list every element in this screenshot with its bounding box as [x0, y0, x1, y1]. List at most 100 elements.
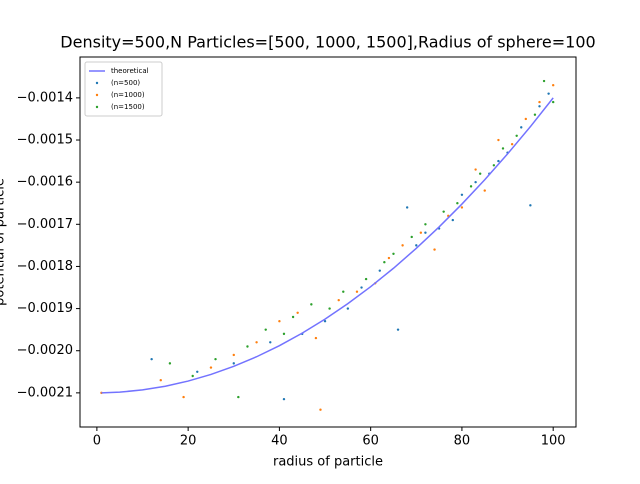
point	[474, 180, 477, 184]
point	[460, 206, 464, 209]
point	[547, 92, 550, 95]
point	[387, 256, 391, 260]
point	[159, 379, 162, 382]
point	[424, 231, 427, 234]
point	[214, 357, 217, 361]
x-tick-label: 0	[93, 434, 101, 449]
point	[456, 202, 459, 205]
point	[310, 303, 313, 306]
legend-box	[84, 61, 163, 117]
axes-frame	[79, 56, 577, 428]
point	[319, 408, 322, 411]
legend-label: theoretical	[111, 67, 149, 75]
point	[282, 397, 286, 401]
x-tick-label: 60	[362, 434, 379, 449]
point	[150, 357, 153, 361]
point	[424, 223, 427, 226]
legend-swatch	[95, 105, 99, 109]
point	[396, 328, 400, 331]
point	[314, 336, 318, 340]
point	[291, 315, 295, 319]
point	[478, 172, 482, 175]
y-tick-label: −0.0019	[17, 301, 73, 316]
point	[237, 395, 240, 399]
y-tick-label: −0.0018	[17, 259, 73, 274]
point	[196, 370, 199, 373]
point	[278, 320, 281, 323]
point	[419, 231, 423, 234]
x-tick-label: 100	[541, 434, 566, 449]
y-tick-label: −0.0015	[17, 133, 73, 148]
point	[533, 113, 537, 116]
point	[515, 134, 518, 138]
point	[405, 206, 409, 209]
point	[520, 126, 523, 129]
point	[542, 79, 546, 83]
point	[551, 100, 555, 104]
y-tick-label: −0.0017	[17, 217, 73, 232]
point	[529, 204, 532, 207]
y-axis-label: potential of particle	[0, 178, 8, 306]
point	[383, 261, 386, 264]
point	[497, 138, 500, 142]
point	[296, 311, 299, 314]
point	[337, 298, 340, 302]
point	[246, 345, 249, 348]
point	[255, 341, 258, 344]
point	[460, 193, 464, 197]
y-tick-label: −0.0016	[17, 175, 73, 190]
point	[364, 277, 368, 281]
point	[497, 159, 500, 163]
chart-title: Density=500,N Particles=[500, 1000, 1500…	[60, 33, 595, 52]
x-tick-label: 20	[180, 434, 197, 449]
point	[191, 374, 194, 378]
theory-line	[101, 97, 554, 394]
point	[182, 395, 185, 399]
point	[232, 353, 235, 357]
point	[355, 290, 359, 293]
point	[392, 252, 395, 255]
y-tick-label: −0.0020	[17, 343, 73, 358]
legend: theoretical (n=500) (n=1000) (n=1500)	[84, 61, 163, 117]
point	[492, 164, 496, 167]
y-tick-label: −0.0021	[17, 385, 73, 400]
point	[232, 362, 235, 365]
point	[378, 269, 381, 272]
plot-area	[100, 79, 555, 411]
point	[360, 286, 363, 289]
point	[483, 189, 486, 192]
point	[323, 320, 327, 323]
point	[433, 248, 436, 251]
point	[282, 332, 286, 336]
point	[209, 366, 213, 369]
legend-swatch	[95, 93, 99, 97]
legend-swatch	[95, 81, 99, 85]
legend-label: (n=500)	[111, 79, 140, 87]
x-tick-label: 80	[454, 434, 471, 449]
y-tick-label: −0.0014	[17, 90, 73, 105]
point	[538, 105, 541, 108]
point	[551, 84, 555, 87]
point	[510, 143, 514, 146]
point	[442, 210, 445, 213]
point	[342, 290, 345, 293]
point	[168, 362, 172, 365]
x-tick-label: 40	[271, 434, 288, 449]
point	[524, 117, 528, 121]
point	[538, 100, 541, 104]
point	[451, 218, 454, 222]
point	[474, 168, 477, 171]
point	[469, 185, 473, 188]
point	[264, 328, 267, 331]
point	[415, 244, 418, 247]
point	[269, 341, 272, 344]
legend-label: (n=1000)	[111, 91, 145, 99]
point	[401, 244, 404, 247]
point	[501, 147, 505, 150]
point	[328, 307, 331, 310]
legend-label: (n=1500)	[111, 103, 145, 111]
point	[410, 235, 413, 239]
point	[346, 307, 350, 310]
x-axis-label: radius of particle	[273, 455, 383, 470]
